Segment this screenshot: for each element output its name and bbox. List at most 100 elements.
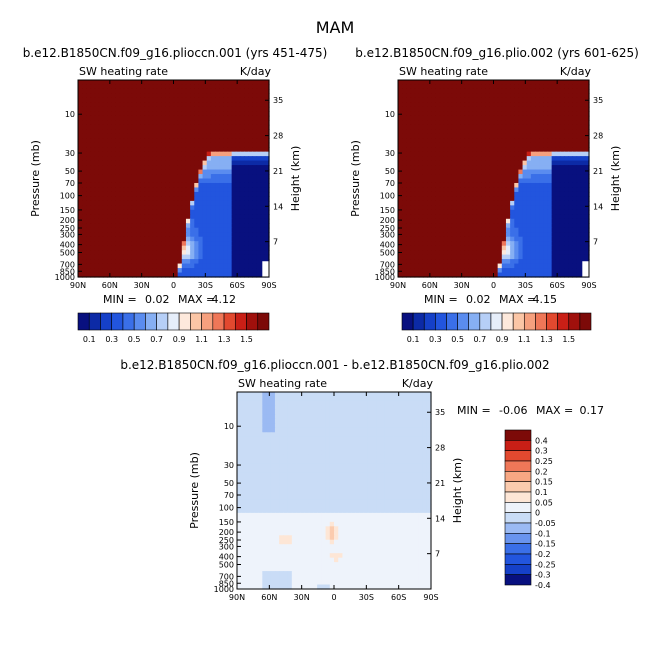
heatmap-cell bbox=[264, 160, 270, 166]
heatmap-cell bbox=[90, 120, 96, 126]
heatmap-cell bbox=[115, 209, 121, 215]
heatmap-cell bbox=[406, 106, 412, 112]
heatmap-cell bbox=[248, 232, 253, 238]
heatmap-cell bbox=[152, 263, 158, 269]
heatmap-cell bbox=[510, 272, 515, 278]
heatmap-cell bbox=[119, 138, 125, 144]
heatmap-cell bbox=[219, 151, 224, 157]
heatmap-cell bbox=[522, 133, 528, 139]
heatmap-cell bbox=[443, 245, 449, 251]
heatmap-cell bbox=[464, 147, 470, 153]
heatmap-cell bbox=[235, 102, 241, 108]
heatmap-cell bbox=[102, 142, 108, 148]
heatmap-cell bbox=[256, 129, 262, 135]
heatmap-cell bbox=[501, 272, 507, 278]
heatmap-cell bbox=[177, 84, 183, 90]
heatmap-cell bbox=[127, 102, 133, 108]
heatmap-cell bbox=[144, 209, 150, 215]
heatmap-cell bbox=[431, 218, 436, 224]
heatmap-cell bbox=[279, 427, 284, 433]
heatmap-cell bbox=[181, 142, 187, 148]
heatmap-cell bbox=[405, 396, 411, 402]
heatmap-cell bbox=[410, 102, 416, 108]
heatmap-cell bbox=[210, 115, 216, 121]
heatmap-cell bbox=[148, 187, 154, 193]
heatmap-cell bbox=[402, 97, 407, 103]
heatmap-cell bbox=[270, 432, 276, 438]
heatmap-cell bbox=[576, 227, 582, 233]
heatmap-cell bbox=[464, 178, 470, 184]
heatmap-cell bbox=[431, 209, 436, 215]
heatmap-cell bbox=[291, 392, 297, 398]
heatmap-cell bbox=[576, 223, 582, 229]
heatmap-cell bbox=[401, 418, 407, 424]
heatmap-cell bbox=[227, 182, 233, 189]
heatmap-cell bbox=[451, 223, 457, 229]
heatmap-cell bbox=[90, 156, 96, 162]
heatmap-cell bbox=[215, 138, 220, 144]
heatmap-cell bbox=[384, 454, 390, 460]
heatmap-cell bbox=[363, 423, 369, 429]
heatmap-cell bbox=[460, 205, 466, 211]
heatmap-cell bbox=[198, 187, 204, 193]
heatmap-cell bbox=[514, 142, 520, 148]
heatmap-cell bbox=[584, 223, 590, 229]
heatmap-cell bbox=[296, 450, 301, 456]
heatmap-cell bbox=[338, 445, 344, 451]
heatmap-cell bbox=[414, 209, 420, 215]
heatmap-cell bbox=[94, 106, 100, 112]
heatmap-cell bbox=[547, 205, 553, 211]
heatmap-cell bbox=[555, 133, 561, 139]
heatmap-cell bbox=[410, 191, 416, 198]
heatmap-cell bbox=[410, 160, 416, 166]
heatmap-cell bbox=[219, 196, 224, 202]
heatmap-cell bbox=[584, 232, 590, 238]
heatmap-cell bbox=[148, 129, 154, 135]
heatmap-cell bbox=[568, 254, 573, 260]
heatmap-cell bbox=[564, 106, 569, 112]
heatmap-cell bbox=[535, 236, 540, 242]
heatmap-cell bbox=[181, 245, 187, 251]
heatmap-cell bbox=[210, 106, 216, 112]
heatmap-cell bbox=[249, 468, 255, 474]
min-label: MIN = bbox=[457, 404, 491, 417]
heatmap-cell bbox=[439, 178, 445, 184]
heatmap-cell bbox=[572, 268, 578, 274]
heatmap-cell bbox=[522, 245, 528, 251]
heatmap-cell bbox=[427, 245, 432, 251]
heatmap-cell bbox=[580, 120, 586, 126]
heatmap-cell bbox=[493, 236, 499, 242]
heatmap-cell bbox=[464, 156, 470, 162]
heatmap-cell bbox=[127, 218, 133, 224]
heatmap-cell bbox=[350, 463, 356, 469]
heatmap-cell bbox=[111, 147, 116, 153]
heatmap-cell bbox=[165, 84, 170, 90]
heatmap-cell bbox=[94, 129, 100, 135]
heatmap-cell bbox=[539, 223, 544, 229]
heatmap-cell bbox=[371, 459, 377, 465]
heatmap-cell bbox=[530, 232, 536, 238]
heatmap-cell bbox=[235, 93, 241, 99]
heatmap-cell bbox=[111, 84, 116, 90]
heatmap-cell bbox=[472, 205, 478, 211]
heatmap-cell bbox=[526, 102, 532, 108]
heatmap-cell bbox=[443, 129, 449, 135]
heatmap-cell bbox=[296, 436, 301, 442]
heatmap-cell bbox=[359, 463, 365, 469]
heatmap-cell bbox=[476, 241, 482, 247]
heatmap-cell bbox=[241, 463, 247, 469]
heatmap-cell bbox=[468, 124, 474, 130]
heatmap-cell bbox=[161, 97, 166, 103]
heatmap-cell bbox=[111, 187, 116, 193]
heatmap-cell bbox=[418, 441, 424, 447]
heatmap-cell bbox=[244, 223, 249, 229]
heatmap-cell bbox=[115, 214, 121, 220]
heatmap-cell bbox=[418, 102, 424, 108]
heatmap-cell bbox=[264, 178, 270, 184]
heatmap-cell bbox=[493, 259, 499, 265]
heatmap-cell bbox=[584, 169, 590, 175]
heatmap-cell bbox=[78, 133, 83, 139]
heatmap-cell bbox=[406, 236, 412, 242]
heatmap-cell bbox=[427, 142, 432, 148]
heatmap-cell bbox=[418, 250, 424, 256]
